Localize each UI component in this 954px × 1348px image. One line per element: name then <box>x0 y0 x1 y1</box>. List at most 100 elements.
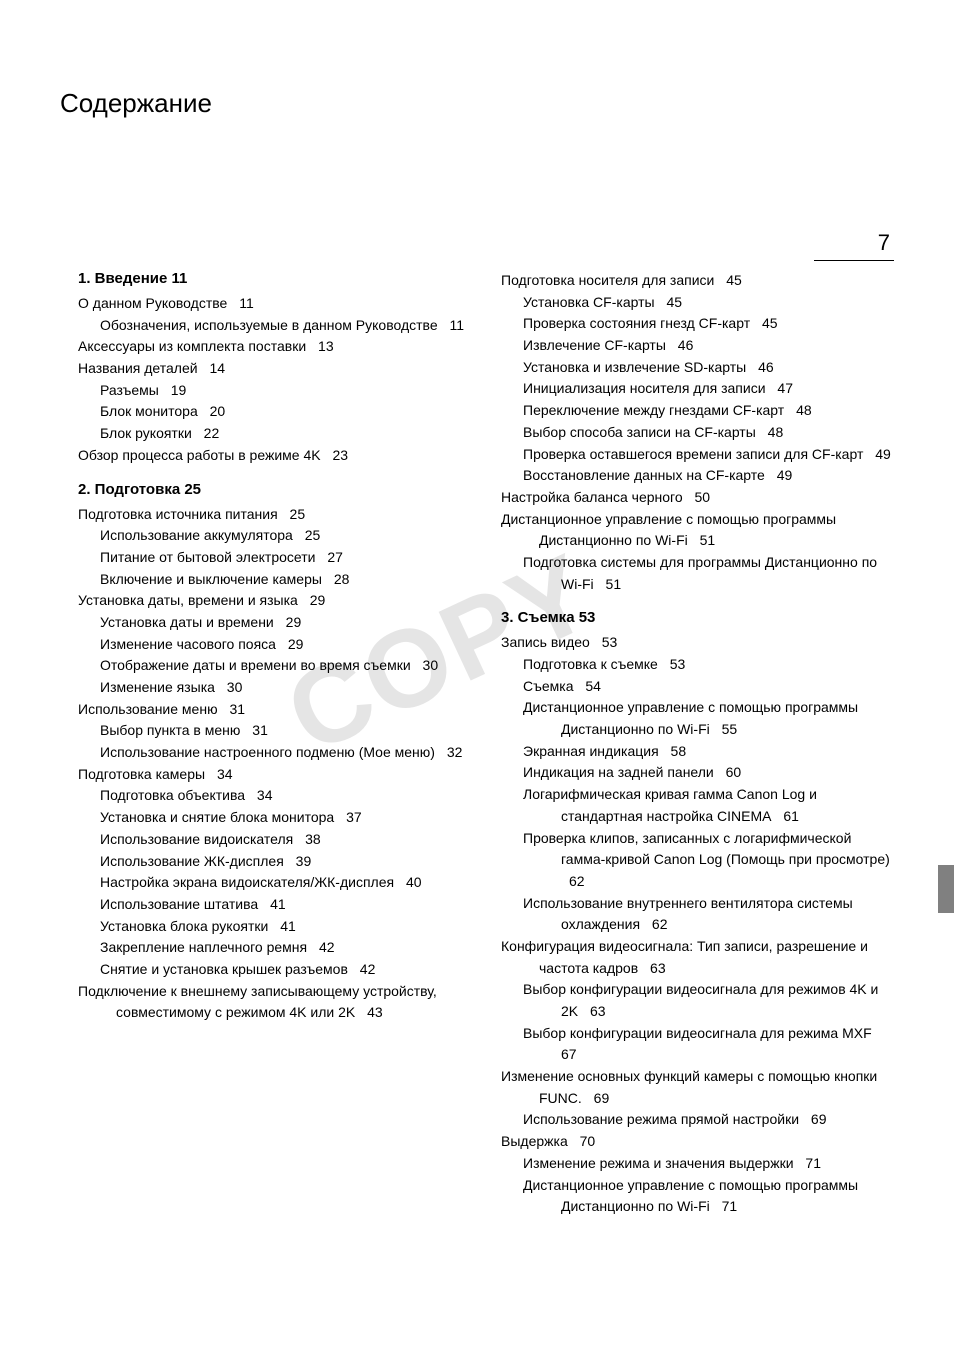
toc-entry-level2: Закрепление наплечного ремня 42 <box>78 937 471 959</box>
toc-entry-level2: Использование аккумулятора 25 <box>78 525 471 547</box>
toc-entry-page: 71 <box>718 1198 737 1214</box>
toc-entry-page: 51 <box>602 576 621 592</box>
toc-entry-level2: Включение и выключение камеры 28 <box>78 569 471 591</box>
content-area: 1. Введение 11О данном Руководстве 11Обо… <box>78 270 894 1218</box>
toc-entry-level1: Названия деталей 14 <box>78 358 471 380</box>
toc-entry-level2: Выбор конфигурации видеосигнала для режи… <box>501 979 894 1022</box>
page-number: 7 <box>814 230 894 261</box>
toc-entry-text: Изменение языка <box>100 679 215 695</box>
toc-entry-level2: Питание от бытовой электросети 27 <box>78 547 471 569</box>
toc-entry-text: Настройка экрана видоискателя/ЖК-дисплея <box>100 874 394 890</box>
toc-entry-page: 38 <box>301 831 320 847</box>
toc-entry-page: 43 <box>363 1004 382 1020</box>
toc-entry-level2: Использование штатива 41 <box>78 894 471 916</box>
toc-entry-level2: Извлечение CF-карты 46 <box>501 335 894 357</box>
toc-entry-text: Дистанционное управление с помощью прогр… <box>523 699 858 737</box>
toc-entry-level2: Дистанционное управление с помощью прогр… <box>501 697 894 740</box>
toc-entry-page: 45 <box>758 315 777 331</box>
toc-entry-text: Изменение основных функций камеры с помо… <box>501 1068 877 1106</box>
toc-entry-level2: Проверка оставшегося времени записи для … <box>501 444 894 466</box>
toc-entry-level1: Использование меню 31 <box>78 699 471 721</box>
toc-entry-text: Использование меню <box>78 701 218 717</box>
toc-entry-text: Индикация на задней панели <box>523 764 714 780</box>
toc-entry-text: Разъемы <box>100 382 159 398</box>
toc-entry-page: 30 <box>419 657 438 673</box>
toc-entry-text: Выбор пункта в меню <box>100 722 240 738</box>
toc-entry-level1: Подключение к внешнему записывающему уст… <box>78 981 471 1024</box>
toc-entry-page: 14 <box>206 360 225 376</box>
toc-entry-text: Включение и выключение камеры <box>100 571 322 587</box>
toc-entry-page: 63 <box>586 1003 605 1019</box>
toc-entry-level2: Изменение часового пояса 29 <box>78 634 471 656</box>
toc-entry-level2: Использование видоискателя 38 <box>78 829 471 851</box>
toc-entry-level2: Инициализация носителя для записи 47 <box>501 378 894 400</box>
toc-entry-level2: Логарифмическая кривая гамма Canon Log и… <box>501 784 894 827</box>
toc-column-left: 1. Введение 11О данном Руководстве 11Обо… <box>78 270 471 1218</box>
toc-entry-level2: Подготовка объектива 34 <box>78 785 471 807</box>
toc-entry-text: Переключение между гнездами CF-карт <box>523 402 784 418</box>
toc-entry-level2: Выбор пункта в меню 31 <box>78 720 471 742</box>
toc-entry-text: Отображение даты и времени во время съем… <box>100 657 411 673</box>
toc-entry-level1: Настройка баланса черного 50 <box>501 487 894 509</box>
toc-entry-level2: Подготовка системы для программы Дистанц… <box>501 552 894 595</box>
toc-entry-page: 27 <box>323 549 342 565</box>
toc-entry-page: 29 <box>282 614 301 630</box>
toc-entry-page: 41 <box>276 918 295 934</box>
toc-entry-text: Изменение режима и значения выдержки <box>523 1155 794 1171</box>
toc-entry-text: Подготовка носителя для записи <box>501 272 714 288</box>
toc-entry-level2: Экранная индикация 58 <box>501 741 894 763</box>
toc-entry-text: Установка и извлечение SD-карты <box>523 359 746 375</box>
toc-entry-text: Установка даты и времени <box>100 614 274 630</box>
toc-entry-level1: Выдержка 70 <box>501 1131 894 1153</box>
toc-entry-page: 32 <box>443 744 462 760</box>
toc-entry-level2: Отображение даты и времени во время съем… <box>78 655 471 677</box>
toc-entry-level1: О данном Руководстве 11 <box>78 293 471 315</box>
side-tab-marker <box>938 865 954 913</box>
toc-entry-page: 41 <box>266 896 285 912</box>
toc-entry-text: Дистанционное управление с помощью прогр… <box>523 1177 858 1215</box>
toc-entry-text: Выбор конфигурации видеосигнала для режи… <box>523 981 878 1019</box>
toc-entry-page: 58 <box>667 743 686 759</box>
toc-entry-level2: Восстановление данных на CF-карте 49 <box>501 465 894 487</box>
toc-entry-page: 46 <box>674 337 693 353</box>
toc-entry-page: 23 <box>329 447 348 463</box>
toc-entry-page: 63 <box>646 960 665 976</box>
toc-entry-page: 40 <box>402 874 421 890</box>
toc-entry-text: Установка даты, времени и языка <box>78 592 298 608</box>
toc-entry-text: Использование видоискателя <box>100 831 293 847</box>
toc-entry-page: 11 <box>235 295 253 311</box>
toc-entry-level1: Дистанционное управление с помощью прогр… <box>501 509 894 552</box>
toc-entry-text: Извлечение CF-карты <box>523 337 666 353</box>
toc-entry-level1: Подготовка камеры 34 <box>78 764 471 786</box>
toc-chapter-heading: 1. Введение 11 <box>78 270 471 287</box>
toc-entry-level2: Проверка клипов, записанных с логарифмич… <box>501 828 894 893</box>
toc-entry-page: 54 <box>582 678 601 694</box>
toc-entry-text: Восстановление данных на CF-карте <box>523 467 765 483</box>
toc-entry-text: Изменение часового пояса <box>100 636 276 652</box>
toc-entry-page: 51 <box>696 532 715 548</box>
toc-entry-level2: Выбор конфигурации видеосигнала для режи… <box>501 1023 894 1066</box>
toc-entry-text: Установка блока рукоятки <box>100 918 268 934</box>
toc-entry-text: Блок монитора <box>100 403 198 419</box>
toc-entry-text: Использование ЖК-дисплея <box>100 853 284 869</box>
toc-entry-level2: Установка и снятие блока монитора 37 <box>78 807 471 829</box>
toc-entry-page: 62 <box>648 916 667 932</box>
toc-entry-text: Подготовка системы для программы Дистанц… <box>523 554 877 592</box>
toc-entry-level2: Снятие и установка крышек разъемов 42 <box>78 959 471 981</box>
toc-entry-level1: Подготовка носителя для записи 45 <box>501 270 894 292</box>
toc-entry-text: Проверка оставшегося времени записи для … <box>523 446 863 462</box>
toc-entry-page: 42 <box>315 939 334 955</box>
toc-entry-text: Экранная индикация <box>523 743 659 759</box>
toc-entry-level2: Разъемы 19 <box>78 380 471 402</box>
toc-entry-level1: Подготовка источника питания 25 <box>78 504 471 526</box>
toc-entry-text: Настройка баланса черного <box>501 489 683 505</box>
toc-entry-page: 69 <box>590 1090 609 1106</box>
toc-entry-page: 31 <box>226 701 245 717</box>
toc-entry-level2: Изменение режима и значения выдержки 71 <box>501 1153 894 1175</box>
toc-entry-page: 60 <box>722 764 741 780</box>
toc-entry-page: 69 <box>807 1111 826 1127</box>
toc-entry-page: 61 <box>780 808 799 824</box>
page-title: Содержание <box>60 88 212 119</box>
toc-entry-level2: Подготовка к съемке 53 <box>501 654 894 676</box>
toc-entry-page: 70 <box>576 1133 595 1149</box>
